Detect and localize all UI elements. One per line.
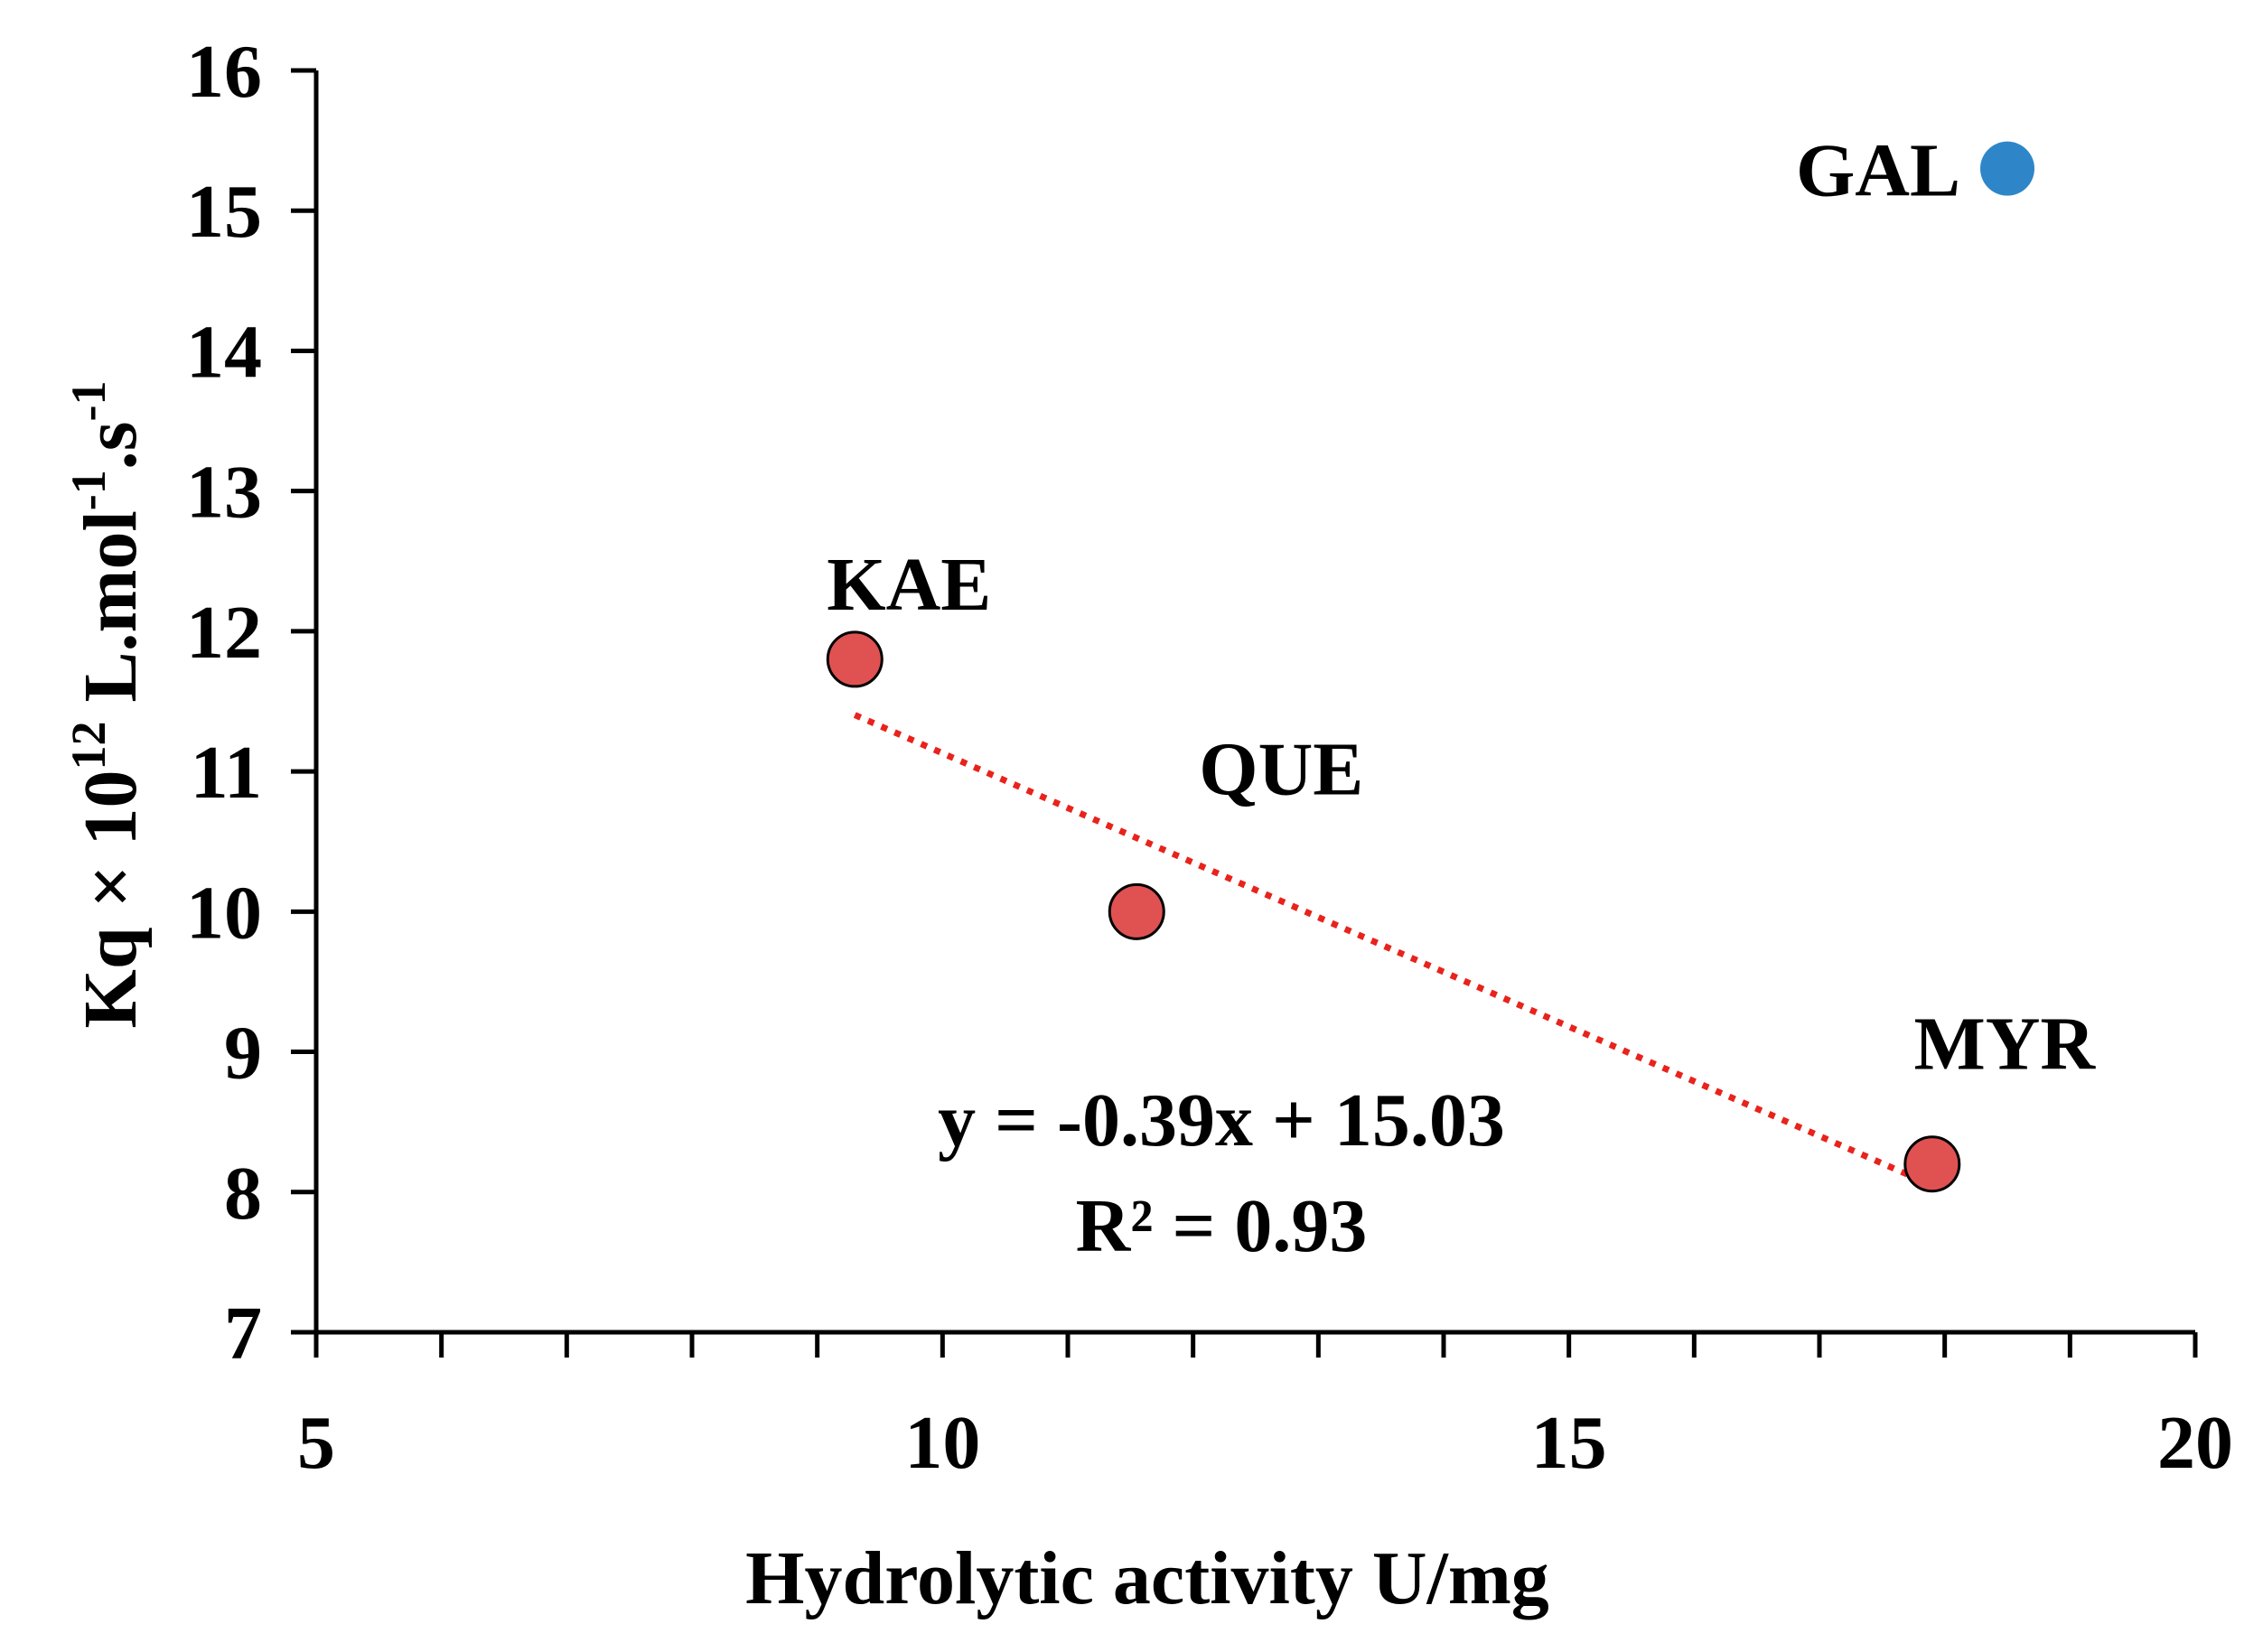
y-axis-title-prefix: Kq × 10	[69, 770, 153, 1029]
x-ticks: 5 10 15 20	[297, 1332, 2233, 1485]
y-ticks: 7 8 9 10 11 12 13 14 15 16	[186, 30, 316, 1376]
data-label-myr: MYR	[1913, 1003, 2096, 1087]
data-label-que: QUE	[1199, 727, 1363, 811]
x-tick-label: 20	[2157, 1401, 2233, 1485]
y-tick-label: 14	[186, 310, 262, 394]
y-tick-label: 11	[191, 731, 262, 815]
x-tick-label: 10	[904, 1401, 980, 1485]
data-points: KAE QUE MYR GAL	[826, 129, 2096, 1193]
data-point-gal	[1980, 141, 2034, 196]
trendline-r-squared: R² = 0.93	[1076, 1184, 1368, 1268]
y-tick-label: 8	[224, 1152, 262, 1236]
y-tick-label: 15	[186, 170, 262, 254]
x-tick-label: 5	[297, 1401, 335, 1485]
y-axis-title: Kq × 1012 L.mol-1.s-1	[61, 381, 153, 1029]
trendline-equation: y = -0.39x + 15.03	[938, 1078, 1505, 1162]
y-tick-label: 9	[224, 1012, 262, 1096]
y-tick-label: 7	[224, 1292, 262, 1376]
x-axis-title: Hydrolytic activity U/mg	[745, 1536, 1549, 1620]
y-axis-title-exp1: 12	[61, 722, 116, 770]
y-axis-title-mid2: .s	[69, 422, 153, 471]
y-axis-title-exp2: -1	[61, 470, 116, 510]
y-tick-label: 16	[186, 30, 262, 114]
data-point-myr	[1903, 1135, 1961, 1193]
y-axis-title-mid1: L.mol	[69, 510, 153, 721]
y-tick-label: 13	[186, 451, 262, 535]
data-point-kae	[826, 630, 884, 688]
y-tick-label: 12	[186, 591, 262, 675]
data-label-gal: GAL	[1796, 129, 1960, 213]
data-point-que	[1108, 882, 1165, 940]
axes	[313, 70, 2195, 1335]
y-axis-title-exp3: -1	[61, 381, 116, 422]
x-tick-label: 15	[1531, 1401, 1607, 1485]
data-label-kae: KAE	[827, 543, 991, 627]
y-tick-label: 10	[186, 871, 262, 955]
